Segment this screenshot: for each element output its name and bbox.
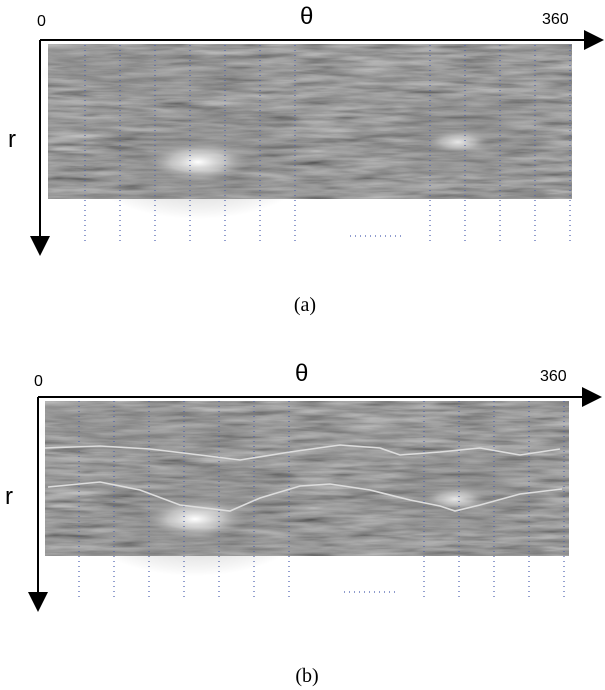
figure: 0 θ 360 r (a) 0 θ 360 r (b) xyxy=(0,0,605,690)
axis-start: 0 xyxy=(34,373,43,390)
y-axis-label: r xyxy=(5,483,13,510)
caption: (b) xyxy=(295,665,318,687)
x-axis-label: θ xyxy=(300,3,313,30)
caption: (a) xyxy=(294,294,316,316)
axis-end: 360 xyxy=(540,368,567,385)
axis-end: 360 xyxy=(542,11,569,28)
axis-start: 0 xyxy=(37,13,46,30)
panel-a: 0 θ 360 r (a) xyxy=(8,3,600,316)
image xyxy=(38,44,572,219)
x-axis-label: θ xyxy=(295,360,308,387)
image xyxy=(35,401,569,576)
panel-b: 0 θ 360 r (b) xyxy=(5,360,598,687)
y-axis-label: r xyxy=(8,126,16,153)
